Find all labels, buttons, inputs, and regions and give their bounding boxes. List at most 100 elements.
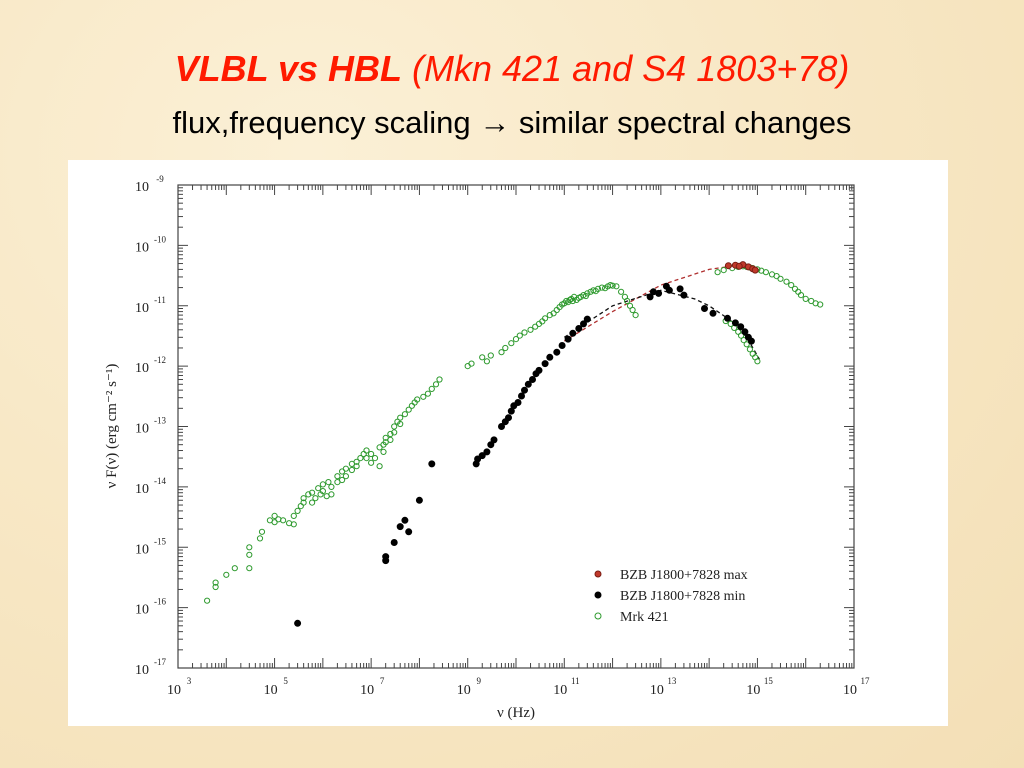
mrk421-point xyxy=(479,354,486,361)
mrk421-point xyxy=(762,269,770,276)
x-tick-label-exp: 3 xyxy=(187,676,192,686)
mrk421-point xyxy=(735,328,742,335)
subtitle-left: flux,frequency scaling xyxy=(172,105,471,140)
mrk421-point xyxy=(212,583,219,591)
arrow-icon: → xyxy=(479,105,511,140)
y-tick-label-exp: -10 xyxy=(154,234,166,244)
mrk421-point xyxy=(738,332,745,339)
min-point xyxy=(676,285,684,293)
mrk421-point xyxy=(328,491,335,498)
mrk421-point xyxy=(424,390,431,397)
mrk421-point xyxy=(290,512,297,519)
legend: BZB J1800+7828 max BZB J1800+7828 min Mrk … xyxy=(594,568,748,625)
max-point xyxy=(724,262,732,270)
legend-marker xyxy=(594,612,602,620)
legend-marker xyxy=(594,570,602,578)
mrk421-point xyxy=(483,358,490,365)
min-point xyxy=(541,360,549,368)
mrk421-point xyxy=(720,267,727,274)
mrk421-point xyxy=(546,312,553,319)
mrk421-point xyxy=(339,476,346,484)
mrk421-point xyxy=(502,344,509,352)
mrk421-point xyxy=(401,411,408,418)
mrk421-point xyxy=(300,499,307,506)
min-point xyxy=(564,335,572,343)
mrk421-point xyxy=(246,544,253,551)
min-point xyxy=(396,523,404,531)
min-point xyxy=(546,353,554,361)
mrk421-point xyxy=(405,406,412,413)
mrk421-point xyxy=(569,297,576,305)
x-tick-label-exp: 9 xyxy=(476,676,481,686)
max-point xyxy=(751,266,759,274)
mrk421-point xyxy=(613,283,620,290)
min-point xyxy=(575,325,583,332)
mrk421-point xyxy=(271,519,278,526)
x-tick-label-exp: 17 xyxy=(861,676,871,686)
mrk421-point xyxy=(791,285,799,292)
mrk421-point xyxy=(363,447,370,454)
x-tick-label-exp: 5 xyxy=(283,676,288,686)
mrk421-point xyxy=(420,393,427,400)
y-tick-label: 10 xyxy=(135,603,149,618)
mrk421-point xyxy=(598,284,606,291)
x-tick-label: 10 xyxy=(360,683,374,698)
fit-lines xyxy=(563,264,760,360)
min-point xyxy=(524,380,532,388)
y-tick-labels: 10 -17 10 -16 10 -15 10 -14 10 -13 10 -12 10 -11 10 -10… xyxy=(135,174,166,678)
fit-line xyxy=(563,264,758,342)
min-point xyxy=(498,423,505,430)
y-tick-label: 10 xyxy=(135,301,149,316)
mrk421-point xyxy=(342,473,349,480)
min-point xyxy=(737,323,745,331)
min-point xyxy=(478,452,486,460)
min-point xyxy=(747,337,755,345)
x-axis-label: ν (Hz) xyxy=(497,705,535,721)
mrk421-point xyxy=(315,485,322,492)
slide-subtitle: flux,frequency scaling → similar spectra… xyxy=(0,105,1024,141)
mrk421-point xyxy=(280,517,287,524)
mrk421-point xyxy=(387,430,394,438)
min-point xyxy=(569,329,577,337)
min-point xyxy=(724,314,731,322)
mrk421-point xyxy=(334,473,341,480)
x-tick-label: 10 xyxy=(746,683,760,698)
min-point xyxy=(415,496,423,504)
mrk421-point xyxy=(802,295,809,302)
y-tick-label-exp: -15 xyxy=(154,536,166,546)
y-tick-label-exp: -14 xyxy=(154,476,166,486)
mrk421-point xyxy=(618,288,625,295)
legend-marker xyxy=(594,591,602,599)
min-point xyxy=(701,305,708,312)
x-tick-label: 10 xyxy=(553,683,567,698)
min-point xyxy=(401,516,409,524)
slide-title-paren: (Mkn 421 and S4 1803+78) xyxy=(412,48,850,89)
mrk421-point xyxy=(797,292,805,299)
mrk421-point xyxy=(566,296,573,303)
mrk421-point xyxy=(788,282,795,289)
min-point xyxy=(483,448,491,456)
min-point xyxy=(580,320,587,328)
mrk421-point xyxy=(380,448,387,455)
y-tick-label-exp: -9 xyxy=(156,174,164,184)
mrk421-point xyxy=(204,597,211,604)
slide-title: VLBL vs HBL (Mkn 421 and S4 1803+78) xyxy=(0,48,1024,90)
min-point xyxy=(390,539,398,546)
mrk421-point xyxy=(371,455,379,462)
mrk421-point xyxy=(246,565,253,572)
max-point xyxy=(735,262,743,270)
mrk421-point xyxy=(609,282,616,289)
y-tick-label: 10 xyxy=(135,180,149,195)
mrk421-point xyxy=(300,495,307,502)
x-tick-label: 10 xyxy=(167,683,181,698)
min-point xyxy=(662,282,670,290)
mrk421-point xyxy=(584,290,591,297)
mrk421-point xyxy=(212,579,219,586)
mrk421-point xyxy=(527,326,534,333)
y-tick-label: 10 xyxy=(135,361,149,376)
mrk421-point xyxy=(428,385,435,392)
mrk421-point xyxy=(325,479,332,486)
mrk421-point xyxy=(521,329,528,336)
